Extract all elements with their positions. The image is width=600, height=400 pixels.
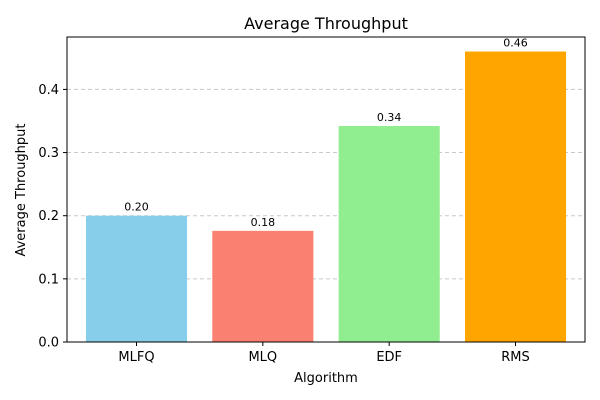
bar-rms xyxy=(464,51,567,343)
bar-value-label: 0.20 xyxy=(124,201,149,214)
y-tick-label: 0.0 xyxy=(38,336,59,351)
bar-edf xyxy=(338,126,440,343)
y-tick-label: 0.4 xyxy=(38,83,59,98)
x-tick-label: EDF xyxy=(376,350,402,365)
plot-frame xyxy=(66,36,586,343)
bar-mlq xyxy=(212,230,314,342)
y-axis-label: Average Throughput xyxy=(14,123,29,256)
bar-value-labels: 0.20 0.18 0.34 0.46 xyxy=(124,37,528,229)
x-tick-label: RMS xyxy=(501,350,530,365)
x-axis-label: Algorithm xyxy=(294,371,358,386)
y-tick-label: 0.1 xyxy=(38,272,59,287)
bar-value-label: 0.18 xyxy=(251,216,276,229)
y-tick-label: 0.3 xyxy=(38,146,59,161)
chart-title: Average Throughput xyxy=(244,14,408,33)
bar-mlfq xyxy=(85,215,188,342)
bar-value-label: 0.46 xyxy=(503,37,528,50)
bar-value-label: 0.34 xyxy=(377,111,402,124)
y-axis-ticks: 0.0 0.1 0.2 0.3 0.4 xyxy=(38,83,67,351)
x-axis-ticks: MLFQ MLQ EDF RMS xyxy=(118,342,530,365)
bars xyxy=(85,51,567,343)
y-tick-label: 0.2 xyxy=(38,209,59,224)
x-tick-label: MLFQ xyxy=(118,350,154,365)
x-tick-label: MLQ xyxy=(248,350,277,365)
